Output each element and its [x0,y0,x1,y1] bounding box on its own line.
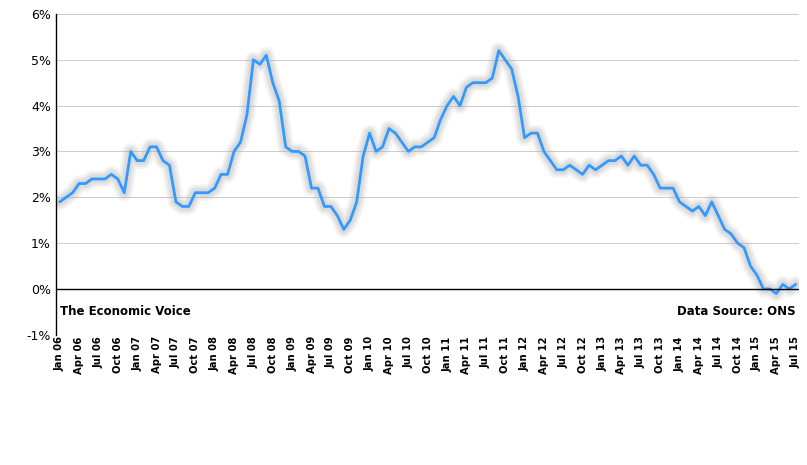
Text: The Economic Voice: The Economic Voice [60,306,190,319]
Text: Data Source: ONS: Data Source: ONS [677,306,796,319]
